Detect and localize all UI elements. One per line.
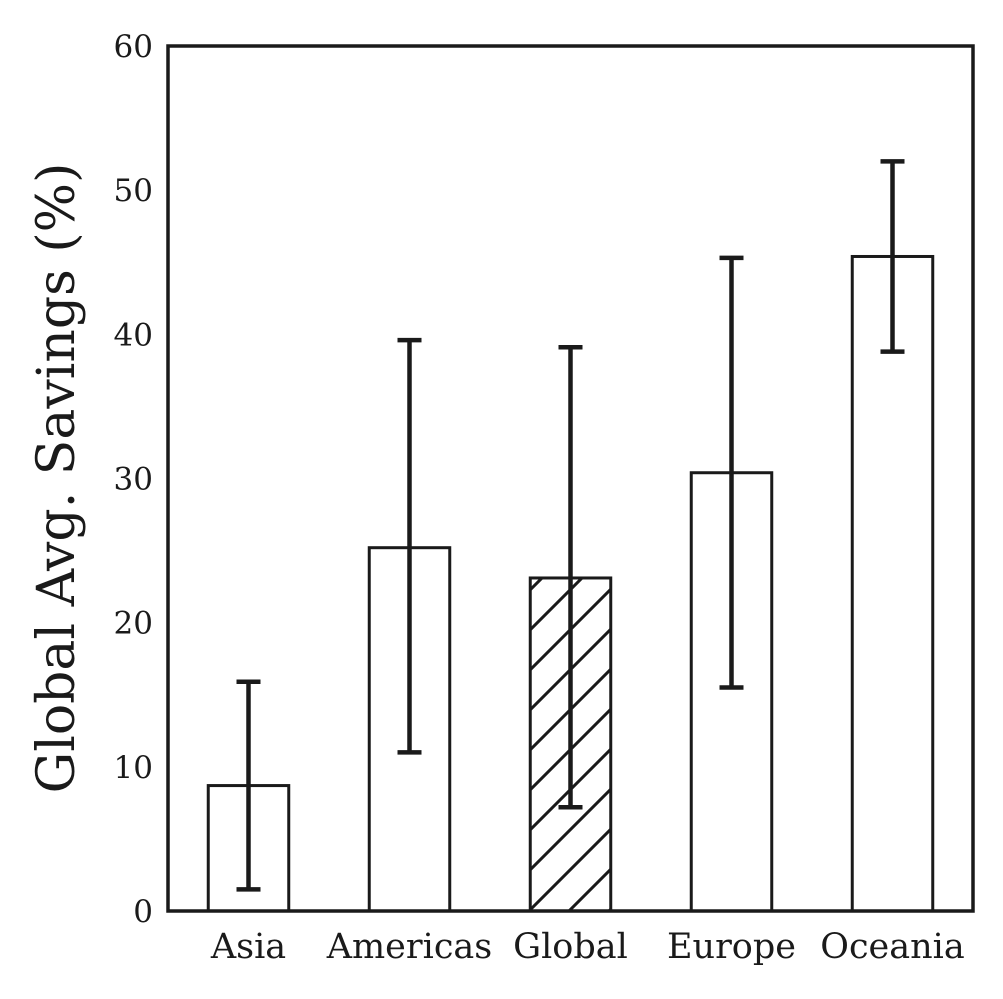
x-tick-label-oceania: Oceania [820,927,964,967]
error-bars-group [236,159,905,892]
bar-oceania [850,254,935,913]
y-tick-label-60: 60 [114,29,153,65]
y-tick-label-0: 0 [133,894,153,930]
plot-frame [166,44,975,913]
y-tick-label-50: 50 [114,173,153,209]
y-tick-label-20: 20 [114,606,153,642]
y-axis-ticks: 0 10 20 30 40 50 60 [114,29,153,930]
x-tick-label-global: Global [513,927,628,967]
y-tick-label-40: 40 [114,317,153,353]
error-bar-americas [397,337,422,755]
error-bar-asia [236,679,261,892]
x-tick-label-americas: Americas [326,927,493,967]
y-tick-label-10: 10 [114,750,153,786]
y-axis-title: Global Avg. Savings (%) [27,163,87,794]
x-axis-labels: Asia Americas Global Europe Oceania [210,927,965,967]
error-bar-global [558,345,583,810]
error-bar-europe [719,255,744,690]
bar-europe [689,471,774,913]
error-bar-oceania [880,159,905,354]
y-tick-label-30: 30 [114,462,153,498]
x-tick-label-europe: Europe [667,927,796,967]
x-tick-label-asia: Asia [210,927,286,967]
